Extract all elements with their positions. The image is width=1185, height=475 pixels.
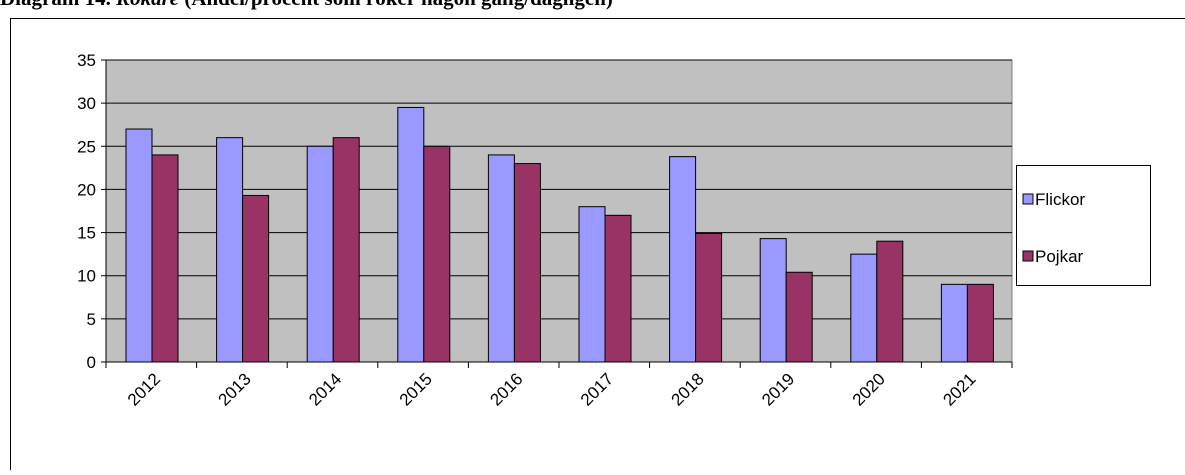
title-description: (Andel/procent som röker någon gång/dagl… bbox=[184, 0, 613, 10]
legend bbox=[1017, 166, 1151, 286]
y-tick-label: 15 bbox=[77, 224, 96, 243]
x-tick-label: 2016 bbox=[486, 369, 526, 409]
y-tick-label: 30 bbox=[77, 94, 96, 113]
bar bbox=[217, 138, 243, 362]
bar bbox=[786, 272, 812, 362]
x-tick-label: 2018 bbox=[668, 369, 708, 409]
x-tick-label: 2020 bbox=[849, 369, 889, 409]
x-tick-label: 2013 bbox=[215, 369, 255, 409]
legend-swatch bbox=[1023, 194, 1033, 204]
bar bbox=[424, 146, 450, 362]
bar bbox=[398, 107, 424, 362]
legend-label: Flickor bbox=[1035, 190, 1085, 209]
y-tick-label: 10 bbox=[77, 267, 96, 286]
y-tick-label: 25 bbox=[77, 137, 96, 156]
bar bbox=[967, 284, 993, 362]
x-tick-label: 2014 bbox=[305, 369, 345, 409]
y-tick-label: 0 bbox=[87, 353, 96, 372]
bar bbox=[152, 155, 178, 362]
legend-swatch bbox=[1023, 251, 1033, 261]
bar bbox=[760, 239, 786, 362]
bar bbox=[579, 207, 605, 362]
x-tick-label: 2012 bbox=[124, 369, 164, 409]
bar bbox=[605, 215, 631, 362]
bar bbox=[941, 284, 967, 362]
title-number: Diagram 14. bbox=[0, 0, 111, 10]
x-tick-label: 2021 bbox=[939, 369, 979, 409]
chart-title: Diagram 14. Rökare (Andel/procent som rö… bbox=[0, 0, 613, 10]
bar bbox=[333, 138, 359, 362]
bar bbox=[514, 164, 540, 362]
bar bbox=[243, 195, 269, 362]
bar bbox=[307, 146, 333, 362]
y-tick-label: 35 bbox=[77, 51, 96, 70]
bar bbox=[488, 155, 514, 362]
x-tick-label: 2015 bbox=[396, 369, 436, 409]
bar bbox=[877, 241, 903, 362]
legend-label: Pojkar bbox=[1035, 247, 1084, 266]
y-tick-label: 20 bbox=[77, 180, 96, 199]
bar bbox=[126, 129, 152, 362]
bar bbox=[670, 157, 696, 362]
bar bbox=[696, 233, 722, 362]
y-tick-label: 5 bbox=[87, 310, 96, 329]
bar bbox=[851, 254, 877, 362]
x-tick-label: 2017 bbox=[577, 369, 617, 409]
x-tick-label: 2019 bbox=[758, 369, 798, 409]
title-name: Rökare bbox=[115, 0, 179, 10]
